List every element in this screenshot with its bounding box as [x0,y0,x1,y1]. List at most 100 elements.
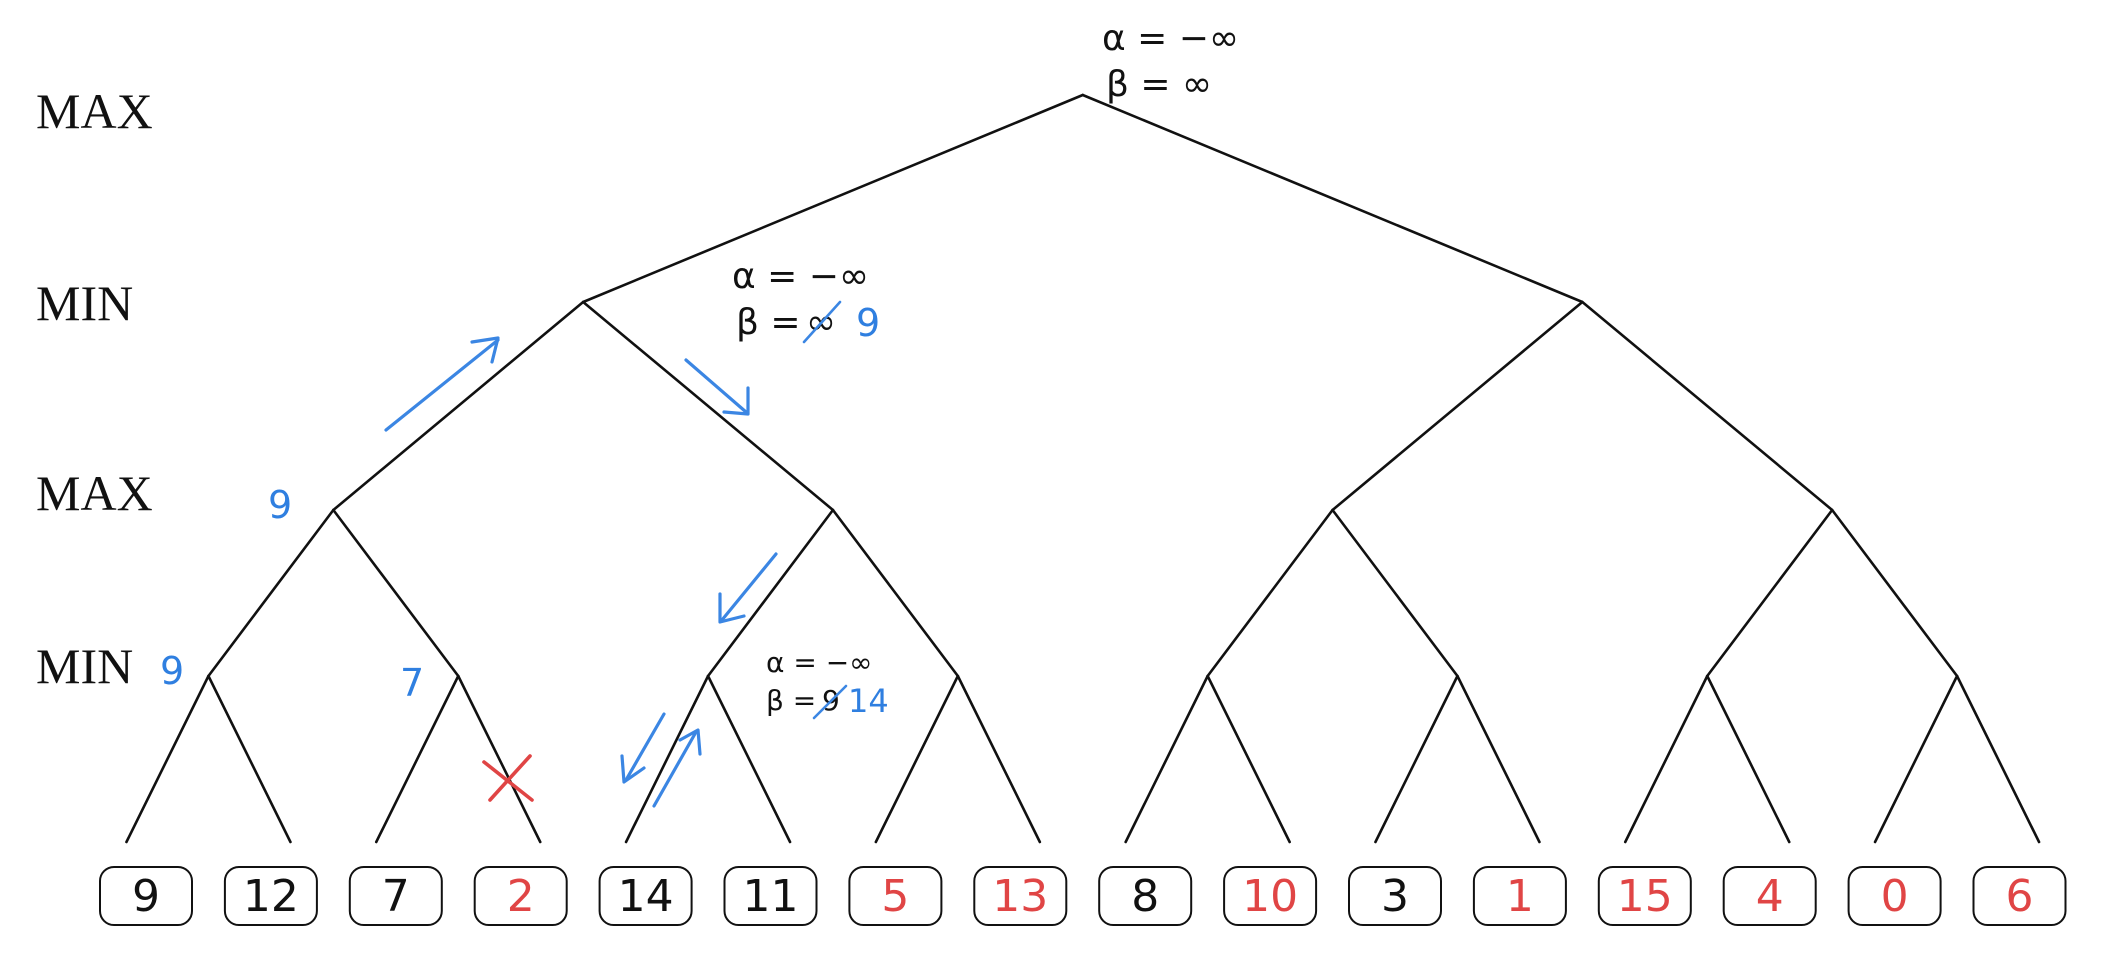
edge-min3-to-leaf-2 [374,674,460,844]
leaf-node-4: 14 [598,866,693,926]
leaf-node-2: 7 [348,866,443,926]
leaf-value-2: 7 [382,871,410,922]
max2-left-value: 9 [268,483,292,527]
leaf-box-8 [1098,866,1193,926]
leaf-node-11: 1 [1472,866,1567,926]
min1-alpha-annotation: α = −∞ [732,256,869,297]
leaf-node-12: 15 [1597,866,1692,926]
leaf-node-15: 6 [1972,866,2067,926]
root-alpha-annotation: α = −∞ [1102,18,1239,59]
min3-c-beta-annotation: β = [766,684,816,717]
leaf-node-5: 11 [723,866,818,926]
min3-a-value: 9 [160,649,184,693]
min1-beta-new-value: 9 [856,301,880,345]
edge-min3-to-leaf-1 [207,674,292,844]
arrow-up-from-leaf-14 [652,728,702,808]
edge-max2-to-min3-0 [207,508,335,678]
leaf-value-10: 3 [1381,871,1409,922]
edge-min1-to-max2-1 [581,300,835,512]
leaf-node-14: 0 [1847,866,1942,926]
edge-max2-to-min3-2 [706,508,835,678]
edge-max2-to-min3-6 [1705,508,1834,678]
leaf-node-6: 5 [848,866,943,926]
leaf-node-13: 4 [1722,866,1817,926]
leaf-node-8: 8 [1098,866,1193,926]
leaf-box-15 [1972,866,2067,926]
leaf-box-6 [848,866,943,926]
pruned-branch-cross [482,754,534,802]
leaf-box-2 [348,866,443,926]
level-label-max-2: MAX [36,465,153,521]
edge-min3-to-leaf-10 [1374,674,1459,844]
leaf-value-7: 13 [992,871,1048,922]
arrow-down-right-branch [684,358,750,416]
leaf-box-14 [1847,866,1942,926]
leaf-value-12: 15 [1617,871,1673,922]
leaf-value-0: 9 [132,871,160,922]
edge-max2-to-min3-7 [1830,508,1959,678]
edge-min3-to-leaf-5 [706,674,792,844]
leaf-node-9: 10 [1223,866,1318,926]
leaf-box-4 [598,866,693,926]
level-label-min-3: MIN [36,638,133,694]
leaf-value-4: 14 [618,871,674,922]
leaf-box-13 [1722,866,1817,926]
edge-root-to-min1-0 [581,93,1085,304]
leaf-box-3 [473,866,568,926]
edge-min1-to-max2-0 [332,300,585,512]
edge-min3-to-leaf-15 [1955,674,2041,844]
min3-c-alpha-annotation: α = −∞ [766,646,873,679]
tree-edges [125,93,2041,844]
edge-min3-to-leaf-7 [956,674,1042,844]
leaf-node-3: 2 [473,866,568,926]
edge-min1-to-max2-2 [1331,300,1584,512]
min1-beta-annotation: β = [736,302,801,343]
level-label-min-1: MIN [36,275,133,331]
edge-max2-to-min3-5 [1331,508,1459,678]
min3-c-beta-new-value: 14 [848,682,889,720]
leaf-box-11 [1472,866,1567,926]
edge-max2-to-min3-1 [332,508,460,678]
edge-min3-to-leaf-13 [1705,674,1791,844]
edge-root-to-min1-1 [1081,93,1584,304]
leaf-box-7 [973,866,1068,926]
arrow-up-left-branch [384,336,500,432]
leaf-node-10: 3 [1348,866,1442,926]
leaf-value-6: 5 [881,871,909,922]
root-beta-annotation: β = ∞ [1106,64,1212,105]
leaf-box-9 [1223,866,1318,926]
edge-min3-to-leaf-3 [456,674,542,844]
edge-min3-to-leaf-12 [1623,674,1709,844]
min3-c-beta-strike [812,684,848,720]
arrow-down-to-min3-c [718,552,778,624]
min1-beta-strike [802,300,842,344]
edge-min3-to-leaf-9 [1206,674,1291,844]
leaf-box-1 [223,866,318,926]
leaf-box-10 [1348,866,1442,926]
edge-min3-to-leaf-11 [1456,674,1541,844]
edge-min3-to-leaf-14 [1873,674,1959,844]
leaf-value-8: 8 [1131,871,1159,922]
leaf-value-15: 6 [2006,871,2034,922]
leaf-value-9: 10 [1242,871,1298,922]
leaf-node-7: 13 [973,866,1068,926]
leaf-value-13: 4 [1756,871,1784,922]
leaf-value-5: 11 [743,871,799,922]
leaf-box-5 [723,866,818,926]
leaf-box-0 [99,866,193,926]
arrow-down-to-leaf-14 [620,712,666,784]
leaf-value-3: 2 [507,871,535,922]
edge-min3-to-leaf-0 [125,674,210,844]
leaf-node-0: 9 [99,866,193,926]
leaf-value-1: 12 [243,871,299,922]
leaf-nodes: 9 12 7 2 14 11 5 13 8 10 3 1 15 4 0 6 [99,866,2067,926]
edge-min3-to-leaf-6 [874,674,960,844]
leaf-box-12 [1597,866,1692,926]
leaf-node-1: 12 [223,866,318,926]
leaf-value-14: 0 [1881,871,1909,922]
leaf-value-11: 1 [1506,871,1534,922]
min3-b-value: 7 [400,661,424,705]
edge-min1-to-max2-3 [1581,300,1834,512]
level-label-max-root: MAX [36,83,153,139]
